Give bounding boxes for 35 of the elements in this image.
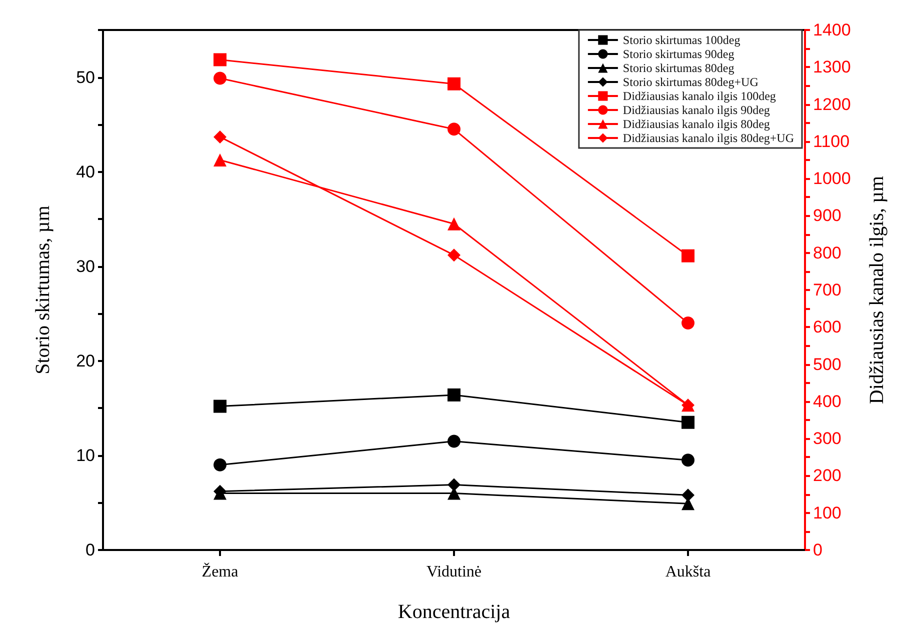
y2-tick-label: 0 — [813, 540, 822, 560]
y-axis-title: Storio skirtumas, µm — [32, 205, 54, 374]
y2-tick-label: 300 — [813, 429, 842, 448]
x-tick-label: Vidutinė — [426, 564, 482, 580]
legend-label: Storio skirtumas 80deg — [622, 61, 734, 75]
legend-label: Didžiausias kanalo ilgis 80deg+UG — [622, 131, 794, 145]
y-tick-label: 20 — [76, 351, 95, 370]
y2-tick-label: 700 — [813, 280, 842, 300]
y2-tick-label: 200 — [813, 466, 842, 486]
legend-label: Storio skirtumas 90deg — [622, 47, 734, 61]
x-tick-label: Aukšta — [665, 564, 711, 580]
y2-tick-label: 600 — [813, 318, 842, 337]
y2-tick-label: 1400 — [813, 20, 851, 40]
y2-tick-label: 100 — [813, 503, 842, 522]
y2-tick-label: 1200 — [813, 94, 851, 114]
legend-label: Didžiausias kanalo ilgis 100deg — [622, 89, 776, 103]
y2-tick-label: 1100 — [813, 132, 850, 151]
x-axis-title: Koncentracija — [398, 601, 510, 623]
y2-tick-label: 1000 — [813, 169, 851, 188]
y2-tick-label: 500 — [813, 354, 842, 374]
legend-label: Storio skirtumas 80deg+UG — [622, 75, 759, 89]
y-tick-label: 40 — [76, 162, 95, 182]
y-tick-label: 10 — [76, 446, 95, 465]
y2-axis-title: Didžiausias kanalo ilgis, µm — [866, 175, 888, 404]
y2-tick-label: 400 — [813, 392, 842, 411]
y-tick-label: 50 — [76, 68, 95, 87]
x-tick-label: Žema — [202, 562, 238, 580]
y2-tick-label: 900 — [813, 206, 842, 226]
y-tick-label: 30 — [76, 256, 95, 276]
y-tick-label: 0 — [86, 540, 95, 560]
y2-tick-label: 1300 — [813, 58, 851, 77]
y2-tick-label: 800 — [813, 243, 842, 262]
legend-label: Storio skirtumas 100deg — [622, 33, 740, 47]
legend-label: Didžiausias kanalo ilgis 90deg — [622, 103, 770, 117]
legend-label: Didžiausias kanalo ilgis 80deg — [622, 117, 770, 131]
